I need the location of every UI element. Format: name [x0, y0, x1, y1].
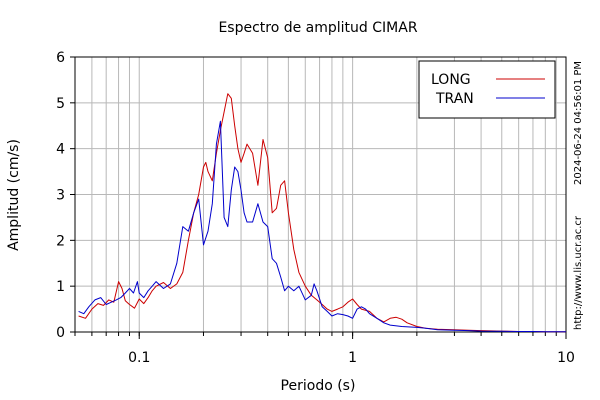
legend: LONG TRAN: [418, 60, 556, 119]
y-tick-labels: 0 1 2 3 4 5 6: [56, 50, 65, 341]
y-tick-label: 5: [56, 96, 65, 112]
axis-ticks: [70, 56, 567, 339]
chart-title: Espectro de amplitud CIMAR: [218, 20, 417, 36]
y-tick-label: 2: [56, 233, 65, 249]
url-label: http://www.lis.ucr.ac.cr: [573, 215, 584, 330]
y-tick-label: 3: [56, 188, 65, 204]
y-axis-label: Amplitud (cm/s): [6, 139, 22, 251]
series-line-tran: [78, 120, 566, 333]
series-group: [78, 93, 566, 333]
x-axis-label: Periodo (s): [281, 378, 356, 394]
y-tick-label: 1: [56, 279, 65, 295]
y-tick-label: 0: [56, 325, 65, 341]
x-tick-label: 10: [557, 350, 575, 366]
series-line-long: [78, 93, 566, 333]
x-tick-labels: 0.1 1 10: [128, 350, 575, 366]
y-tick-label: 6: [56, 50, 65, 66]
x-tick-label: 1: [348, 350, 357, 366]
legend-box: [418, 60, 556, 119]
y-tick-label: 4: [56, 142, 65, 158]
timestamp-label: 2024-06-24 04:56:01 PM: [573, 61, 584, 185]
x-tick-label: 0.1: [128, 350, 150, 366]
legend-label-tran: TRAN: [435, 91, 474, 107]
legend-label-long: LONG: [431, 72, 471, 88]
